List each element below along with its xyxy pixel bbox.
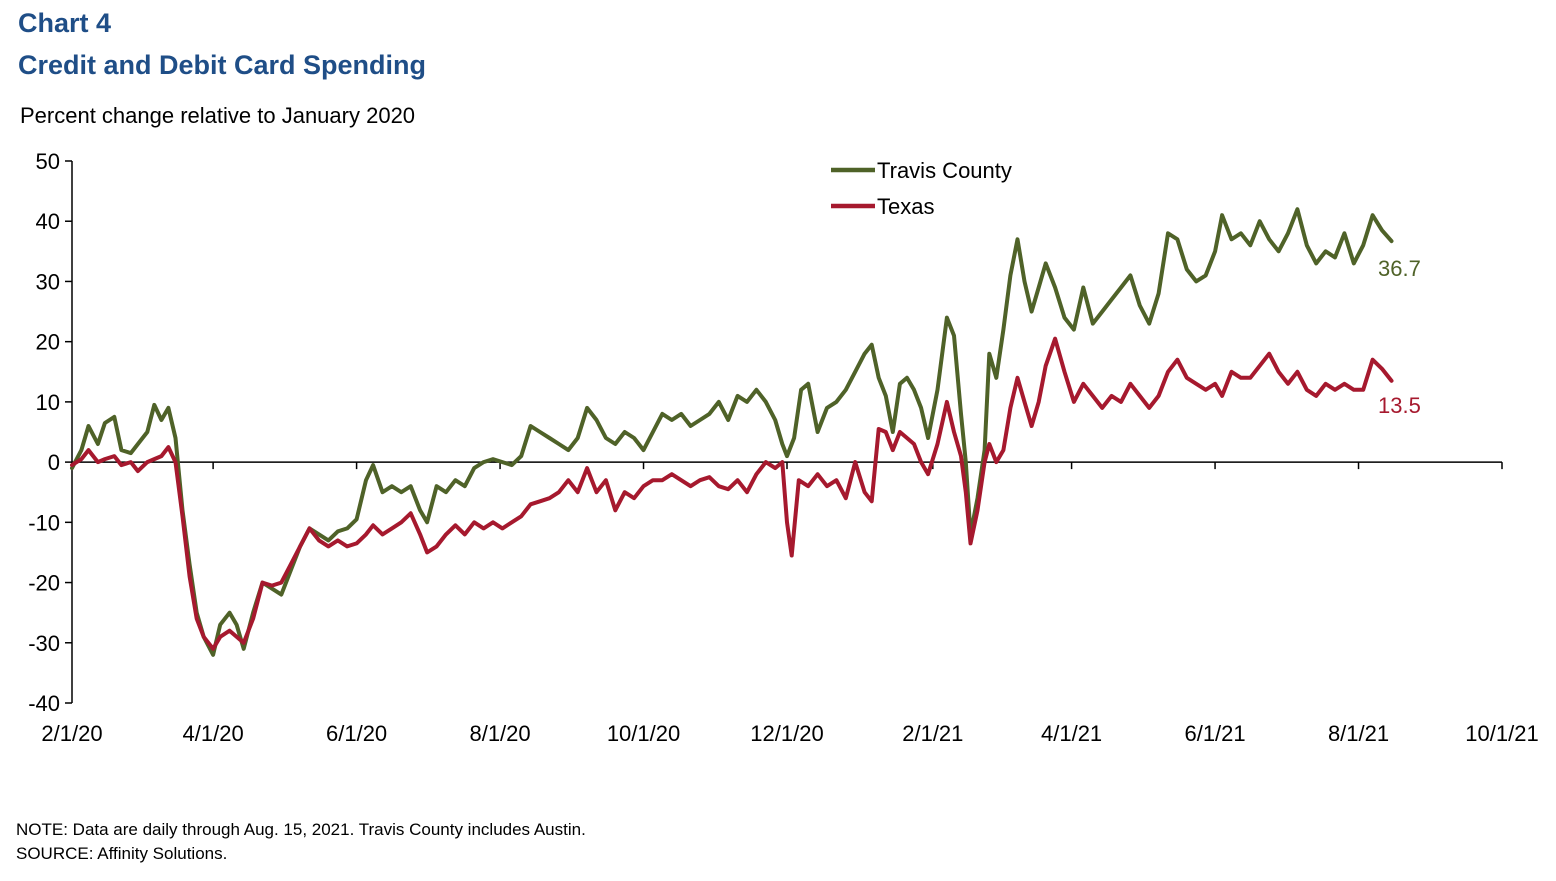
legend-label-travis-county: Travis County [877, 158, 1012, 183]
y-tick-label: -40 [28, 691, 60, 716]
y-tick-label: 30 [36, 269, 60, 294]
axes: 50 40 30 20 10 0 -10 -20 -30 -40 2/1/20 4/1/20 6/1/2… [28, 149, 1539, 746]
legend: Travis County Texas [831, 158, 1012, 219]
y-tick-label: -20 [28, 571, 60, 596]
chart-number: Chart 4 [18, 8, 112, 38]
y-tick-label: -30 [28, 631, 60, 656]
y-tick-label: 40 [36, 209, 60, 234]
x-tick-label: 10/1/20 [607, 721, 680, 746]
y-tick-label: 0 [48, 450, 60, 475]
legend-label-texas: Texas [877, 194, 934, 219]
x-tick-label: 4/1/20 [183, 721, 244, 746]
x-tick-label: 12/1/20 [750, 721, 823, 746]
footnote-source: SOURCE: Affinity Solutions. [16, 844, 228, 863]
footnote-note: NOTE: Data are daily through Aug. 15, 20… [16, 820, 586, 839]
end-value-label-travis-county: 36.7 [1378, 256, 1421, 281]
chart-title: Credit and Debit Card Spending [18, 50, 427, 80]
x-tick-label: 8/1/21 [1328, 721, 1389, 746]
x-tick-label: 2/1/21 [902, 721, 963, 746]
end-value-label-texas: 13.5 [1378, 393, 1421, 418]
x-tick-label: 6/1/21 [1184, 721, 1245, 746]
x-tick-label: 8/1/20 [469, 721, 530, 746]
y-tick-label: 20 [36, 330, 60, 355]
x-tick-label: 10/1/21 [1465, 721, 1538, 746]
x-tick-label: 4/1/21 [1041, 721, 1102, 746]
y-tick-label: -10 [28, 510, 60, 535]
x-tick-label: 6/1/20 [326, 721, 387, 746]
y-axis-units-label: Percent change relative to January 2020 [20, 103, 416, 128]
series-line-travis-county [70, 207, 1394, 657]
y-tick-label: 10 [36, 390, 60, 415]
series-line-texas [70, 336, 1394, 651]
series-layer [70, 207, 1394, 657]
x-tick-label: 2/1/20 [41, 721, 102, 746]
end-labels: 36.7 13.5 [1378, 256, 1421, 418]
y-tick-label: 50 [36, 149, 60, 174]
